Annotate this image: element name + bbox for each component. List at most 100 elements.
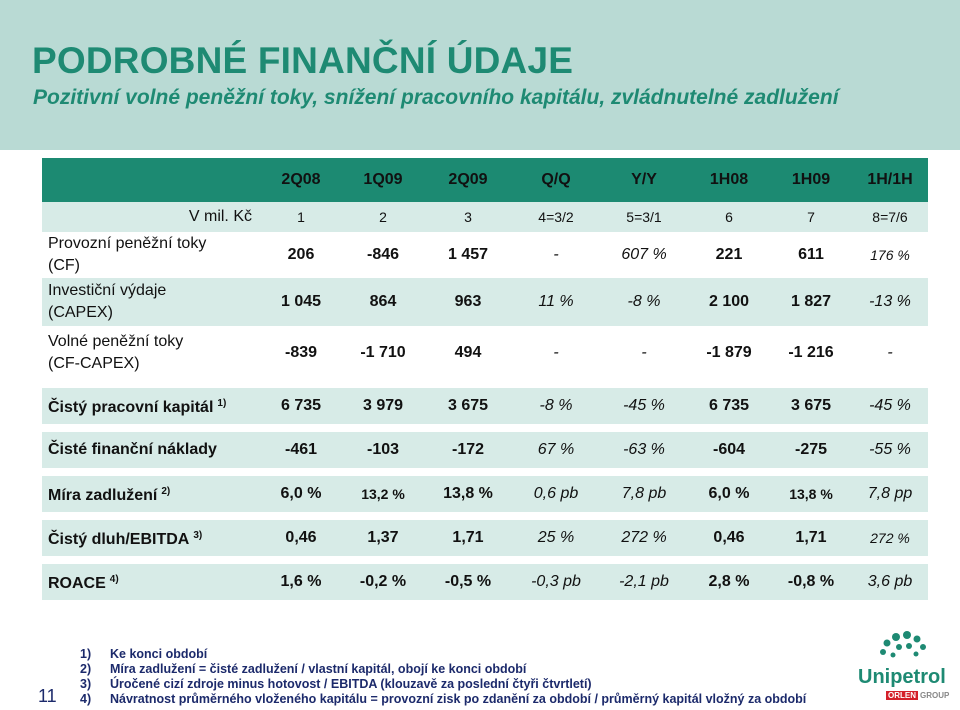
column-header: 1H08 bbox=[709, 171, 749, 188]
table-cell: 7,8 pp bbox=[867, 485, 913, 502]
row-spacer bbox=[42, 424, 928, 432]
row-label: Provozní peněžní toky (CF) bbox=[42, 233, 260, 277]
table-cell: -0,3 pb bbox=[531, 573, 581, 590]
formula-cell: 7 bbox=[807, 209, 815, 225]
table-cell: 3 979 bbox=[362, 397, 404, 414]
row-label: ROACE 4) bbox=[48, 574, 119, 592]
table-row: Čistý dluh/EBITDA 3) 0,46 1,37 1,71 25 % … bbox=[42, 520, 928, 556]
table-cell: 221 bbox=[715, 246, 743, 263]
row-label-line: (CF-CAPEX) bbox=[48, 355, 140, 372]
footnote: 4) Návratnost průměrného vloženého kapitá… bbox=[80, 692, 807, 706]
unit-label: V mil. Kč bbox=[188, 208, 252, 225]
table-cell: 1 457 bbox=[447, 246, 489, 263]
footnote: 1) Ke konci období bbox=[80, 647, 208, 661]
table-cell: -103 bbox=[366, 441, 400, 458]
table-cell: -45 % bbox=[623, 397, 665, 414]
table-cell: 607 % bbox=[621, 246, 667, 263]
table-header-row: 2Q08 1Q09 2Q09 Q/Q Y/Y 1H08 1H09 1H/1H bbox=[42, 158, 928, 202]
column-header: 2Q09 bbox=[448, 171, 488, 188]
row-label-line: Volné peněžní toky bbox=[48, 333, 184, 350]
table-cell: 7,8 pb bbox=[621, 485, 667, 502]
formula-cell: 3 bbox=[464, 209, 472, 225]
table-row: Investiční výdaje (CAPEX) 1 045 864 963 … bbox=[42, 278, 928, 326]
table-cell: -1 710 bbox=[360, 344, 406, 361]
row-label-line: Investiční výdaje bbox=[48, 282, 167, 299]
row-label-line: (CAPEX) bbox=[48, 304, 113, 321]
row-label-line: Provozní peněžní toky bbox=[48, 235, 207, 252]
row-label: Investiční výdaje (CAPEX) bbox=[42, 280, 260, 324]
table-cell: 6,0 % bbox=[280, 485, 322, 502]
table-cell: 25 % bbox=[537, 529, 575, 546]
table-cell: -846 bbox=[366, 246, 400, 263]
footnotes: 1) Ke konci období 2) Míra zadlužení = čis… bbox=[80, 647, 806, 707]
table-cell: -8 % bbox=[539, 397, 573, 414]
table-cell: - bbox=[887, 344, 893, 361]
table-cell: -172 bbox=[451, 441, 485, 458]
table-cell: 0,6 pb bbox=[533, 485, 579, 502]
column-header: 1H09 bbox=[791, 171, 831, 188]
table-cell: 206 bbox=[287, 246, 315, 263]
table-cell: - bbox=[641, 344, 647, 361]
row-label: Míra zadlužení 2) bbox=[48, 486, 171, 504]
table-cell: -63 % bbox=[623, 441, 665, 458]
table-row: Čisté finanční náklady -461 -103 -172 67… bbox=[42, 432, 928, 468]
footnote: 3) Úročené cizí zdroje minus hotovost / E… bbox=[80, 677, 592, 691]
table-cell: 1,6 % bbox=[280, 573, 322, 590]
table-cell: 3,6 pb bbox=[867, 573, 913, 590]
table-cell: -1 879 bbox=[706, 344, 752, 361]
table-cell: -2,1 pb bbox=[619, 573, 669, 590]
table-cell: 611 bbox=[798, 246, 824, 263]
table-cell: -839 bbox=[284, 344, 318, 361]
table-cell: 6 735 bbox=[708, 397, 750, 414]
row-spacer bbox=[42, 380, 928, 388]
table-cell: 67 % bbox=[537, 441, 575, 458]
table-cell: -604 bbox=[712, 441, 746, 458]
table-cell: -55 % bbox=[869, 441, 911, 458]
financial-table: 2Q08 1Q09 2Q09 Q/Q Y/Y 1H08 1H09 1H/1H V… bbox=[42, 158, 928, 600]
table-row: ROACE 4) 1,6 % -0,2 % -0,5 % -0,3 pb -2,1… bbox=[42, 564, 928, 600]
table-cell: 6,0 % bbox=[708, 485, 750, 502]
table-cell: 2,8 % bbox=[708, 573, 750, 590]
table-row: Čistý pracovní kapitál 1) 6 735 3 979 3 6… bbox=[42, 388, 928, 424]
header-banner bbox=[0, 0, 960, 150]
row-spacer bbox=[42, 556, 928, 564]
table-cell: -461 bbox=[284, 441, 318, 458]
table-cell: -0,2 % bbox=[359, 573, 407, 590]
formula-cell: 1 bbox=[297, 209, 305, 225]
page-title: PODROBNÉ FINANČNÍ ÚDAJE bbox=[32, 40, 574, 81]
footnote: 2) Míra zadlužení = čisté zadlužení / vla… bbox=[80, 662, 527, 676]
column-header: 1Q09 bbox=[363, 171, 403, 188]
table-cell: 11 % bbox=[538, 293, 574, 310]
logo-wordmark: Unipetrol bbox=[858, 666, 946, 688]
table-cell: - bbox=[553, 344, 559, 361]
table-cell: 1 827 bbox=[790, 293, 832, 310]
page-number: 11 bbox=[38, 686, 57, 706]
table-cell: 3 675 bbox=[790, 397, 832, 414]
formula-cell: 2 bbox=[379, 209, 387, 225]
column-header: Q/Q bbox=[541, 171, 571, 188]
page-subtitle: Pozitivní volné peněžní toky, snížení pr… bbox=[33, 86, 839, 109]
column-header: 1H/1H bbox=[867, 171, 913, 188]
table-cell: 963 bbox=[454, 293, 482, 310]
table-cell: 864 bbox=[369, 293, 397, 310]
row-label: Volné peněžní toky (CF-CAPEX) bbox=[42, 331, 260, 375]
table-cell: -0,5 % bbox=[444, 573, 492, 590]
table-cell: 1,37 bbox=[367, 529, 399, 546]
table-cell: - bbox=[553, 246, 559, 263]
table-cell: 494 bbox=[454, 344, 482, 361]
table-cell: 2 100 bbox=[708, 293, 750, 310]
table-cell: -1 216 bbox=[788, 344, 834, 361]
table-cell: 272 % bbox=[870, 530, 910, 546]
row-label: Čistý dluh/EBITDA 3) bbox=[48, 530, 203, 548]
table-cell: 176 % bbox=[870, 247, 910, 263]
unipetrol-logo-icon bbox=[880, 631, 926, 658]
table-cell: -45 % bbox=[869, 397, 911, 414]
table-cell: 1,71 bbox=[452, 529, 484, 546]
table-cell: 1 045 bbox=[280, 293, 322, 310]
table-row: Provozní peněžní toky (CF) 206 -846 1 45… bbox=[42, 232, 928, 278]
table-cell: -275 bbox=[794, 441, 828, 458]
table-cell: 272 % bbox=[621, 529, 667, 546]
table-row: Míra zadlužení 2) 6,0 % 13,2 % 13,8 % 0,6… bbox=[42, 476, 928, 512]
table-cell: -0,8 % bbox=[787, 573, 835, 590]
formula-cell: 6 bbox=[725, 209, 733, 225]
